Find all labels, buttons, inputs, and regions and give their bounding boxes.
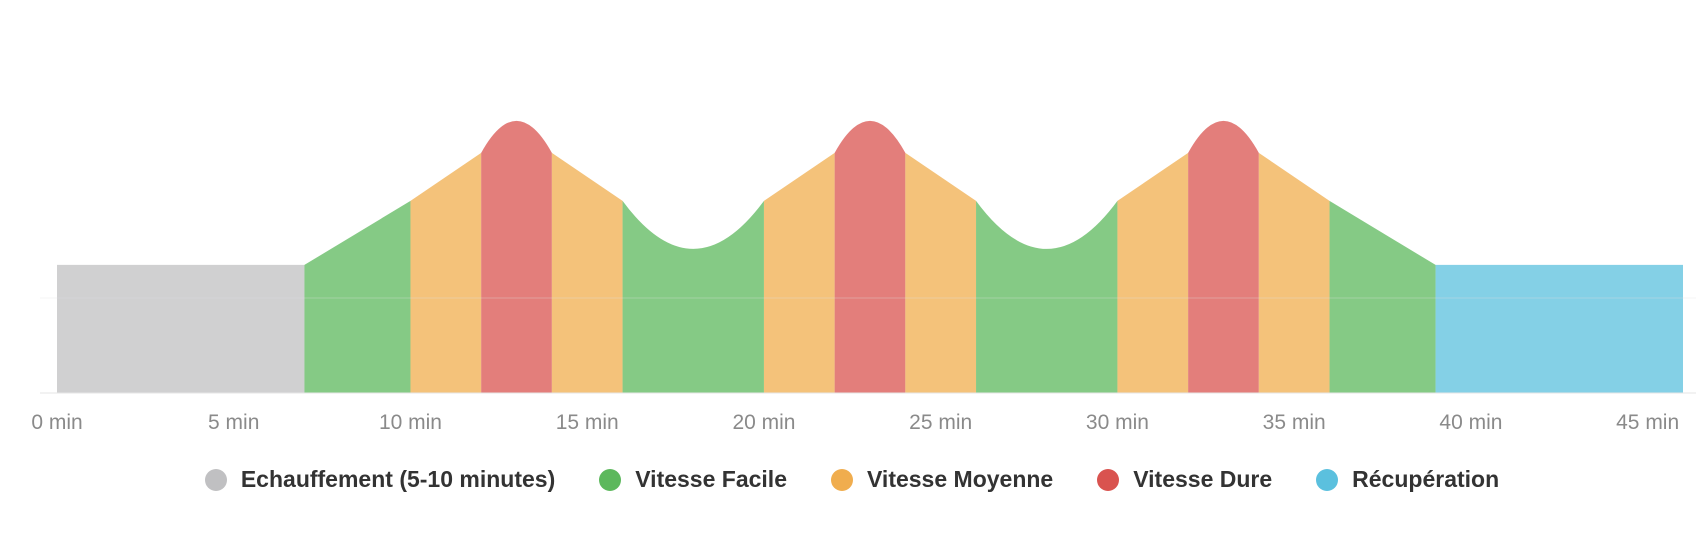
legend-label-vitesse-moyenne: Vitesse Moyenne [867,466,1054,492]
x-tick-label: 45 min [1616,411,1679,434]
area-segment-vitesse-dure-7[interactable] [834,120,906,393]
legend-label-echauffement: Echauffement (5-10 minutes) [240,466,556,492]
x-axis-ticks: 0 min 5 min 10 min 15 min 20 min 25 min 30 min… [31,411,1679,434]
area-segment-vitesse-moyenne-2[interactable] [410,152,482,393]
area-segment-vitesse-facile-5[interactable] [622,200,764,393]
legend: Echauffement (5-10 minutes) Vitesse Faci… [0,466,1704,493]
x-tick-label: 0 min [31,411,82,434]
legend-label-vitesse-facile: Vitesse Facile [635,466,787,492]
x-tick-label: 30 min [1086,411,1149,434]
area-segment-vitesse-facile-1[interactable] [304,200,411,393]
area-segment-vitesse-dure-3[interactable] [481,120,552,393]
x-tick-label: 5 min [208,411,259,434]
area-segment-vitesse-moyenne-4[interactable] [551,152,623,393]
area-segment-vitesse-facile-13[interactable] [1329,200,1436,393]
area-segment-recuperation-14[interactable] [1435,264,1683,393]
legend-item-vitesse-facile[interactable]: Vitesse Facile [599,466,787,493]
x-tick-label: 35 min [1263,411,1326,434]
legend-label-vitesse-dure: Vitesse Dure [1133,466,1273,492]
legend-dot-recuperation [1316,468,1339,491]
area-segment-vitesse-facile-9[interactable] [976,200,1118,393]
legend-dot-vitesse-facile [599,468,622,491]
area-segment-echauffement-5-10-minutes-0[interactable] [57,264,305,393]
x-tick-label: 10 min [379,411,442,434]
legend-item-vitesse-dure[interactable]: Vitesse Dure [1097,466,1272,493]
x-tick-label: 40 min [1439,411,1502,434]
legend-dot-echauffement [204,468,227,491]
legend-item-recuperation[interactable]: Récupération [1316,466,1499,493]
area-layer [57,120,1683,393]
area-segment-vitesse-moyenne-6[interactable] [763,152,835,393]
legend-dot-vitesse-moyenne [831,468,853,491]
x-tick-label: 20 min [732,411,795,434]
legend-label-recuperation: Récupération [1352,466,1500,492]
area-segment-vitesse-moyenne-10[interactable] [1117,152,1189,393]
legend-item-echauffement[interactable]: Echauffement (5-10 minutes) [204,466,556,493]
legend-dot-vitesse-dure [1097,468,1120,491]
area-segment-vitesse-moyenne-8[interactable] [905,152,977,393]
x-tick-label: 15 min [556,411,619,434]
legend-item-vitesse-moyenne[interactable]: Vitesse Moyenne [831,466,1053,493]
x-tick-label: 25 min [909,411,972,434]
interval-training-chart: 0 min 5 min 10 min 15 min 20 min 25 min 30 min… [31,120,1696,434]
area-segment-vitesse-dure-11[interactable] [1188,120,1259,393]
area-segment-vitesse-moyenne-12[interactable] [1258,152,1330,393]
